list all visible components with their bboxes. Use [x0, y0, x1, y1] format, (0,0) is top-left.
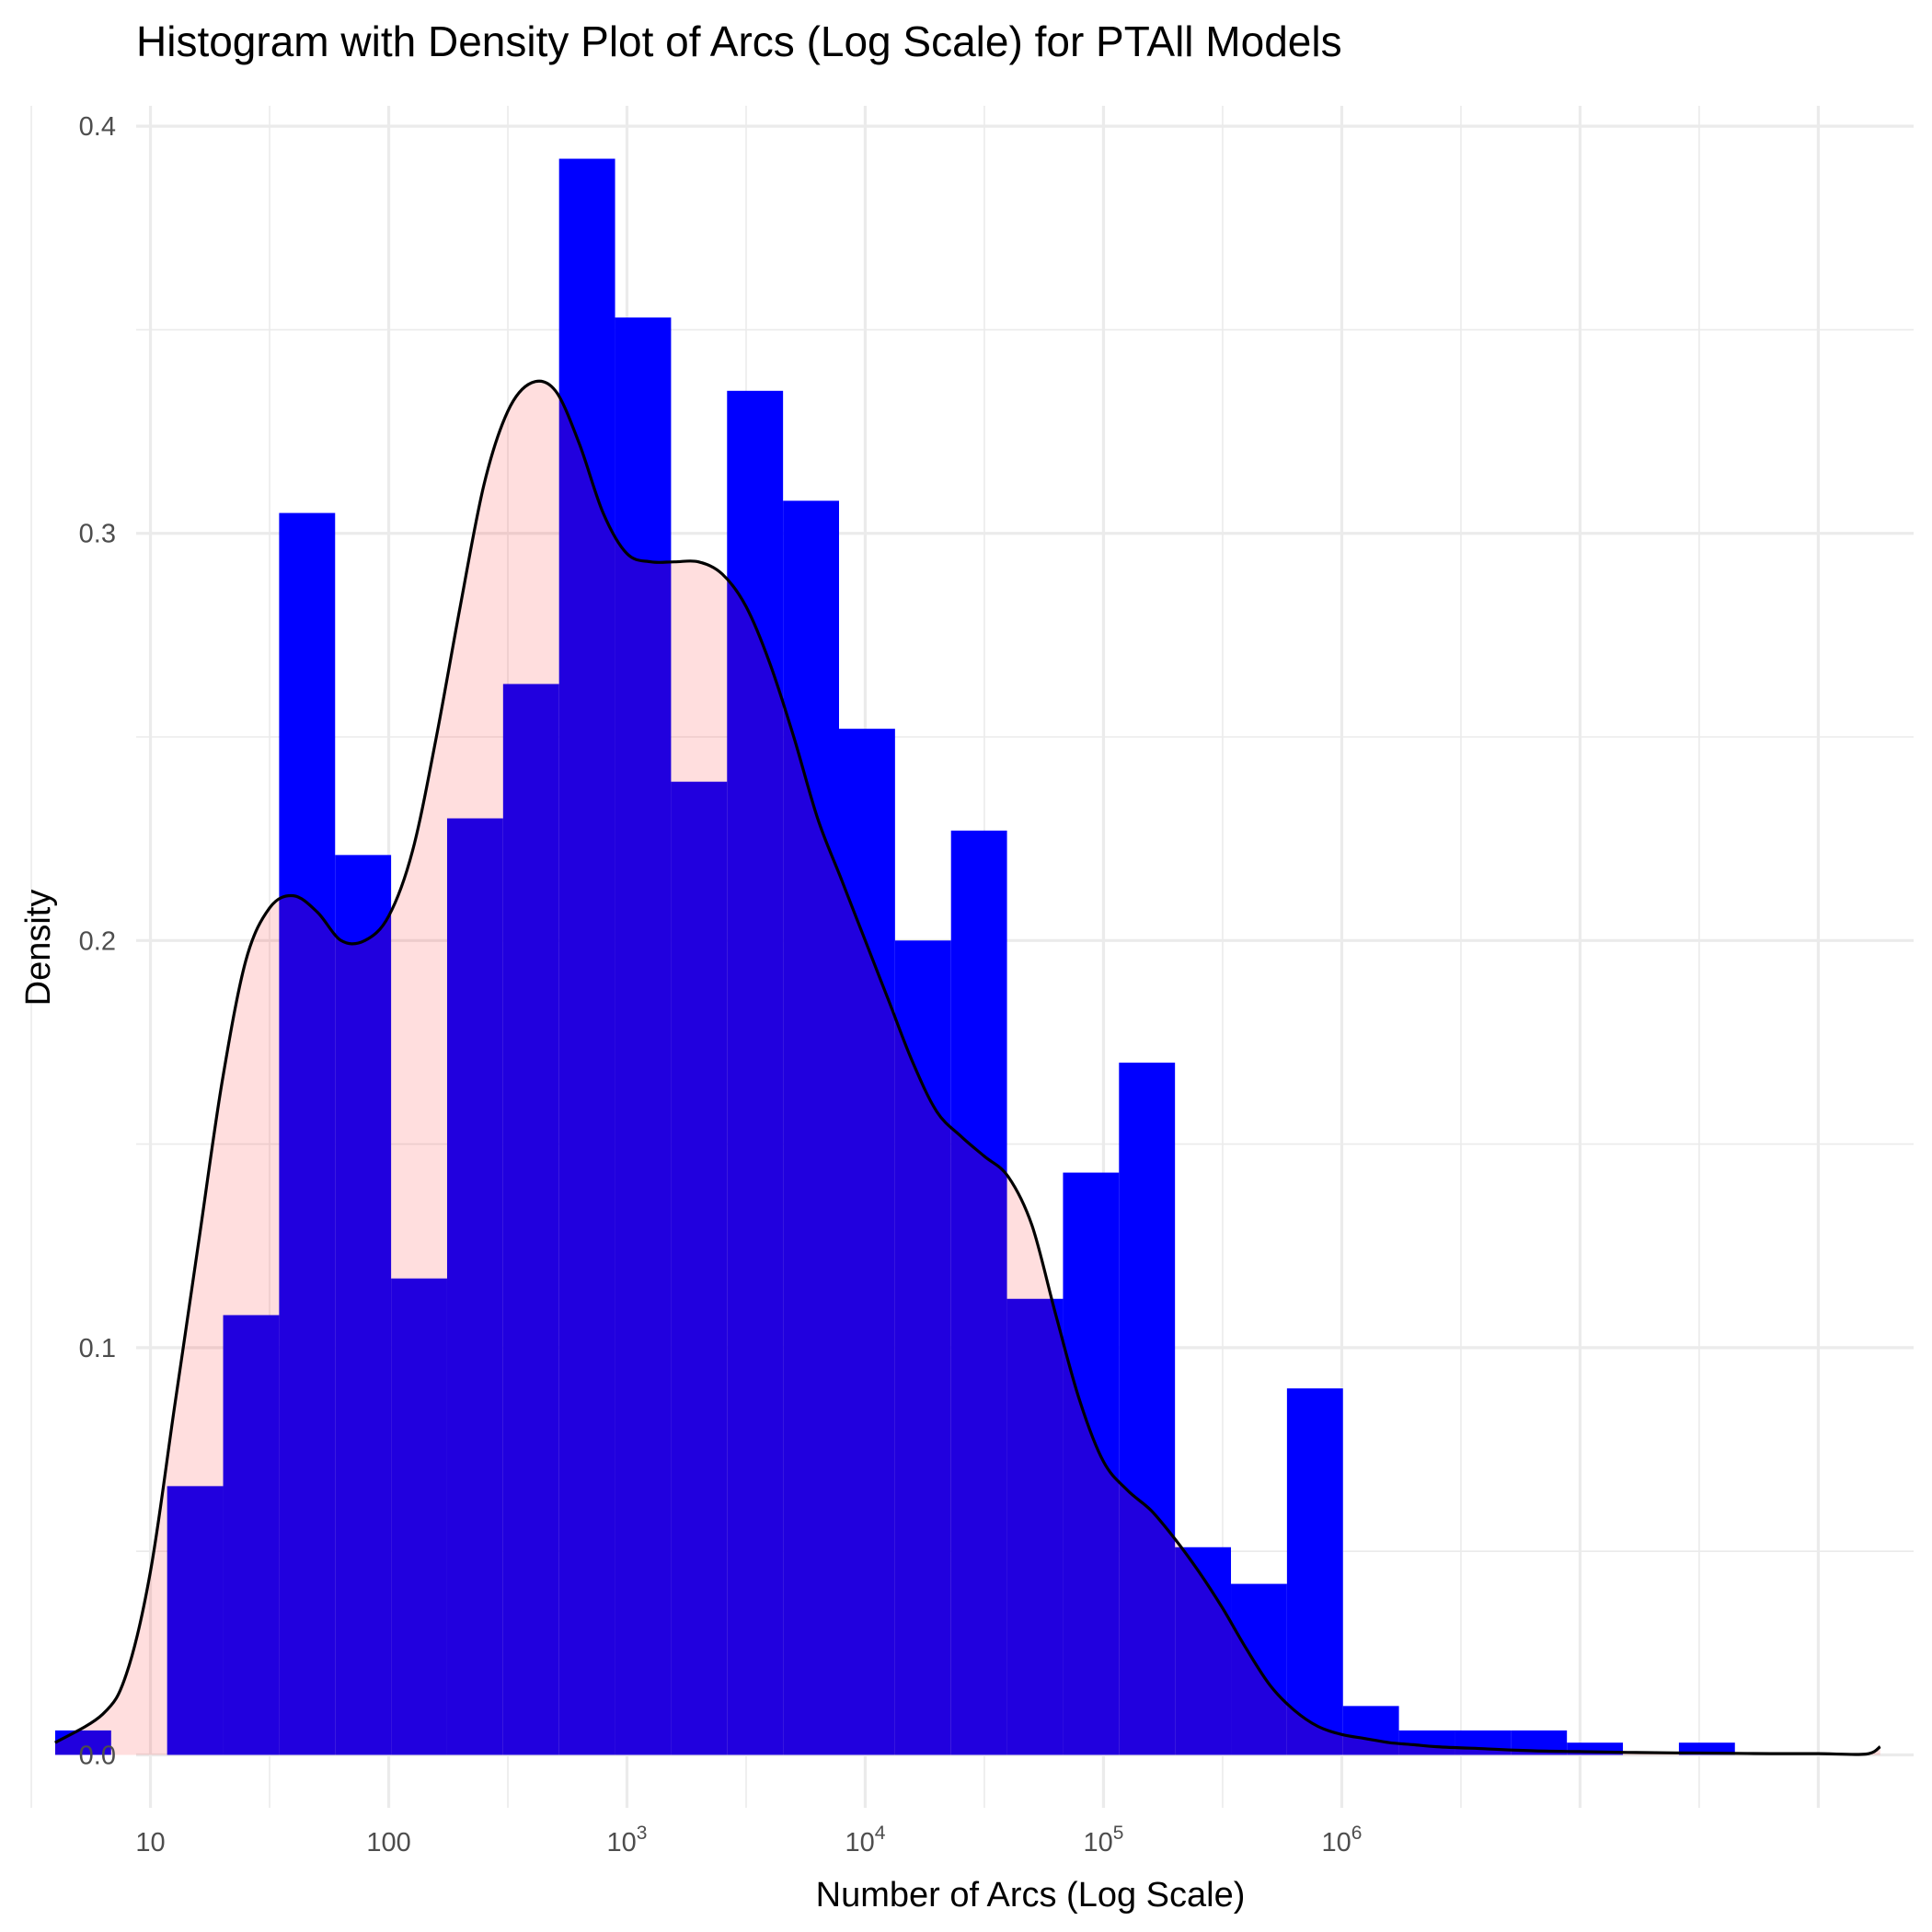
histogram-bar	[167, 1486, 224, 1755]
histogram-bar	[558, 158, 615, 1755]
y-tick-label: 0.2	[79, 926, 116, 956]
density-line	[54, 379, 1881, 1756]
histogram-bar	[1286, 1388, 1343, 1755]
histogram-bar	[950, 830, 1007, 1755]
density-layer	[54, 379, 1881, 1756]
histogram-bar	[783, 500, 839, 1755]
x-axis-title: Number of Arcs (Log Scale)	[816, 1876, 1246, 1915]
histogram-bar	[335, 855, 392, 1755]
histogram-bar	[894, 940, 951, 1755]
y-tick-label: 0.0	[79, 1741, 116, 1770]
y-tick-labels: 0.0 0.1 0.2 0.3 0.4	[79, 112, 116, 1770]
histogram-bar	[446, 818, 503, 1755]
x-tick-labels: 10 100 103 104 105 106	[135, 1823, 1362, 1857]
histogram-bar	[391, 1278, 447, 1755]
histogram-bar	[1119, 1063, 1176, 1755]
histogram-bar	[1398, 1730, 1455, 1755]
x-tick-label: 105	[1083, 1823, 1123, 1857]
x-tick-label: 103	[607, 1823, 648, 1857]
density-area	[54, 381, 1880, 1755]
x-tick-label: 10	[135, 1828, 165, 1857]
x-tick-label: 100	[366, 1828, 410, 1857]
x-tick-label: 106	[1321, 1823, 1362, 1857]
y-tick-label: 0.3	[79, 520, 116, 549]
histogram-bar	[502, 684, 559, 1755]
histogram-bars	[54, 158, 1735, 1755]
histogram-bar	[223, 1315, 280, 1755]
histogram-bar	[54, 1730, 111, 1755]
chart-title: Histogram with Density Plot of Arcs (Log…	[136, 17, 1342, 65]
histogram-bar	[1342, 1706, 1399, 1755]
histogram-bar	[279, 512, 336, 1755]
y-tick-label: 0.1	[79, 1334, 116, 1363]
histogram-bar	[1175, 1547, 1232, 1755]
histogram-bar	[727, 390, 784, 1755]
histogram-bar	[615, 317, 672, 1755]
y-tick-label: 0.4	[79, 112, 116, 142]
histogram-bar	[1063, 1172, 1120, 1755]
histogram-bar	[1006, 1298, 1064, 1755]
histogram-bar	[671, 781, 728, 1755]
y-axis-title: Density	[19, 890, 58, 1006]
x-tick-label: 104	[845, 1823, 886, 1857]
